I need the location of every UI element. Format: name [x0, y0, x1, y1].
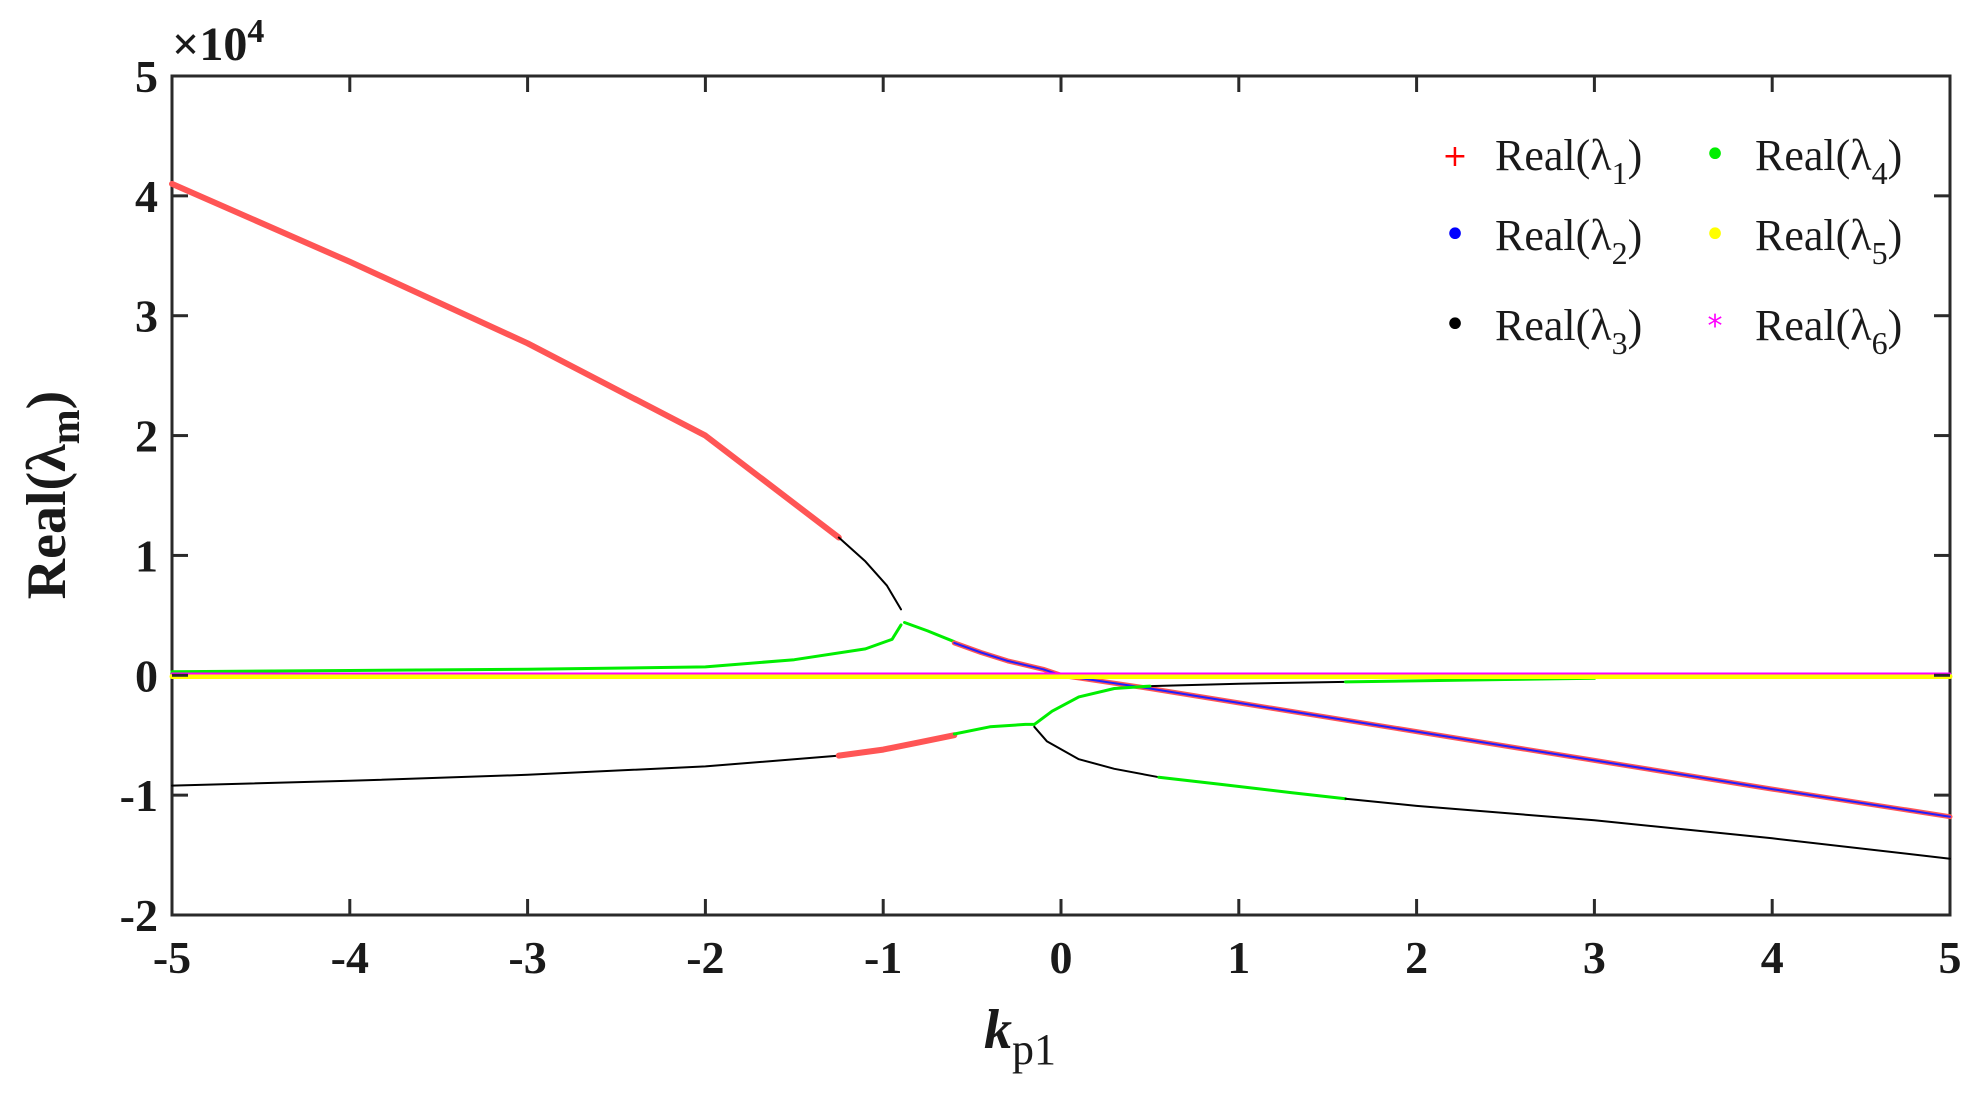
exponent-power: 4 [247, 13, 264, 50]
y-axis-title-sub: m [43, 409, 89, 444]
legend: + Real(λ1) • Real(λ2) • Real(λ3) • Real(λ4) • Rea… [1442, 131, 1902, 361]
y-tick-label: 2 [135, 411, 158, 462]
data-layer [169, 180, 1953, 860]
legend-label-6: Real(λ6) [1755, 301, 1902, 361]
legend-label-1: Real(λ1) [1495, 131, 1642, 191]
curve-segment-10 [835, 732, 958, 759]
y-tick-label: 4 [135, 171, 158, 222]
plot-frame [170, 74, 1952, 917]
curve-segment-2 [837, 536, 902, 611]
x-tick-label: 3 [1583, 932, 1606, 983]
curve-segment-13 [1033, 725, 1160, 779]
legend-marker-2: • [1443, 212, 1467, 258]
y-tick-label: 5 [135, 51, 158, 102]
y-tick-label: 3 [135, 291, 158, 342]
x-tick-label: 0 [1050, 932, 1073, 983]
legend-marker-4: • [1703, 132, 1727, 178]
curve-segment-12 [1032, 684, 1152, 726]
x-axis-title-sub: p1 [1012, 1025, 1056, 1074]
legend-label-5: Real(λ5) [1755, 211, 1902, 271]
legend-label-3: Real(λ3) [1495, 301, 1642, 361]
legend-label-2: Real(λ2) [1495, 211, 1642, 271]
curve-segment-4 [903, 621, 956, 644]
x-tick-label: 5 [1939, 932, 1962, 983]
curve-segment-1 [169, 180, 842, 541]
legend-marker-5: • [1703, 212, 1727, 258]
curve-segment-9 [171, 754, 840, 787]
curve-segment-15 [1344, 797, 1951, 860]
y-tick-label: -2 [120, 890, 158, 941]
x-tick-label: 1 [1227, 932, 1250, 983]
y-tick-label: 0 [135, 650, 158, 701]
x-tick-label: -5 [153, 932, 191, 983]
legend-marker-1: + [1442, 139, 1467, 174]
curve-segment-14 [1157, 775, 1347, 801]
y-axis-title: Real(λm) [16, 391, 89, 600]
legend-marker-3: • [1443, 302, 1467, 348]
exponent-base: ×10 [172, 18, 247, 71]
y-tick-label: 1 [135, 530, 158, 581]
x-tick-label: -4 [331, 932, 369, 983]
legend-marker-6: * [1708, 309, 1723, 344]
curve-segment-3 [170, 623, 903, 674]
y-axis-title-main: Real(λ [16, 444, 78, 600]
curve-segment-6 [953, 641, 1951, 818]
ticks-layer: -5 -4 -3 -2 -1 0 1 2 3 4 5 -2 -1 0 1 2 3 4 5 [120, 51, 1962, 983]
x-axis-title-main: k [984, 999, 1012, 1061]
y-axis-title-close: ) [16, 391, 78, 410]
curve-segment-11 [952, 722, 1036, 736]
exponent-label: ×104 [172, 13, 264, 71]
y-tick-label: -1 [120, 770, 158, 821]
x-axis-title: kp1 [984, 999, 1056, 1074]
legend-label-4: Real(λ4) [1755, 131, 1902, 191]
x-tick-label: -2 [686, 932, 724, 983]
x-tick-label: 2 [1405, 932, 1428, 983]
x-tick-label: -3 [508, 932, 546, 983]
curve-segment-7 [1148, 680, 1347, 688]
x-tick-label: 4 [1761, 932, 1784, 983]
x-tick-label: -1 [864, 932, 902, 983]
